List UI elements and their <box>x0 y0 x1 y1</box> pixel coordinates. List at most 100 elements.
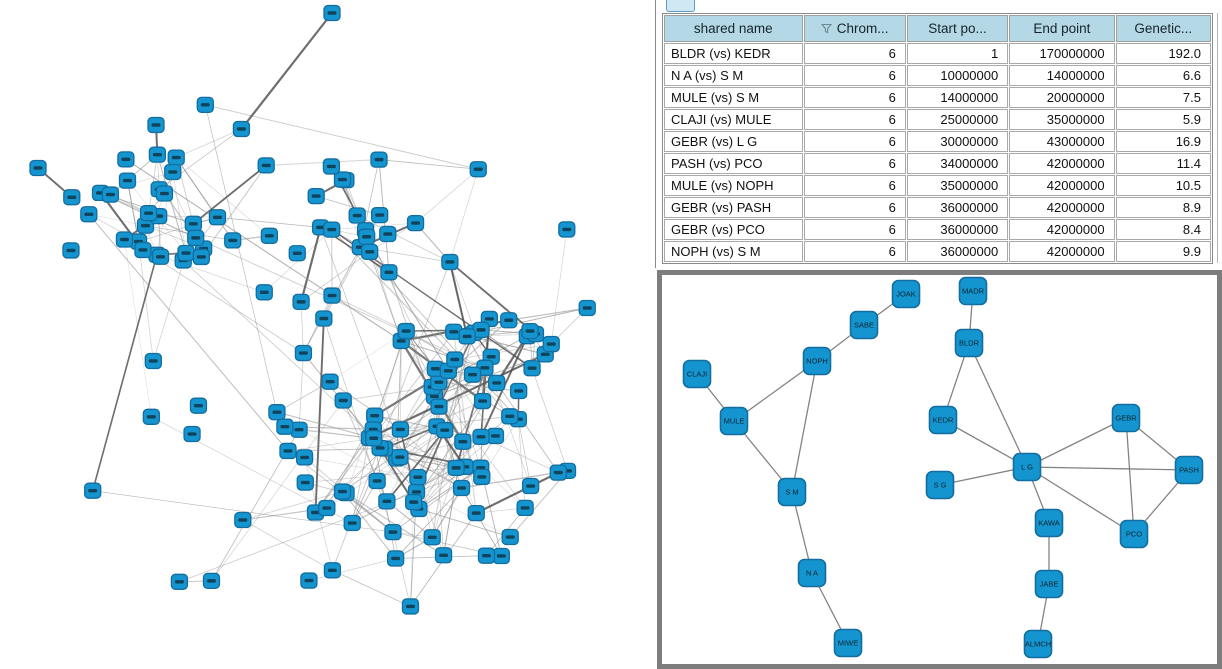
node[interactable] <box>333 171 352 188</box>
node[interactable] <box>391 421 410 438</box>
node-shape[interactable] <box>1023 629 1053 659</box>
table-cell[interactable]: 1 <box>906 43 1009 64</box>
node[interactable] <box>409 468 427 486</box>
edge-BLDR--L-G[interactable] <box>968 342 1028 468</box>
node[interactable] <box>192 248 210 266</box>
node-shape[interactable] <box>1012 452 1042 482</box>
node[interactable] <box>358 228 376 245</box>
table-cell[interactable]: 6 <box>803 153 906 174</box>
table-cell[interactable]: NOPH (vs) S M <box>664 241 803 262</box>
edge[interactable] <box>211 400 344 582</box>
node[interactable] <box>463 366 482 383</box>
node[interactable] <box>101 186 120 203</box>
node[interactable] <box>473 468 491 486</box>
node[interactable] <box>134 241 152 259</box>
edge[interactable] <box>127 180 139 242</box>
table-row[interactable]: GEBR (vs) PASH 6 36000000 42000000 8.9 <box>664 197 1211 218</box>
table-cell[interactable]: MULE (vs) NOPH <box>664 175 803 196</box>
edge[interactable] <box>369 251 402 342</box>
node[interactable] <box>423 529 441 546</box>
table-row[interactable]: BLDR (vs) KEDR 6 1 170000000 192.0 <box>664 43 1211 64</box>
edge[interactable] <box>172 171 187 254</box>
edge[interactable] <box>431 487 462 538</box>
edge[interactable] <box>480 318 491 437</box>
node[interactable] <box>322 158 341 175</box>
edge[interactable] <box>392 532 411 607</box>
node[interactable] <box>430 398 448 415</box>
node[interactable] <box>458 328 476 345</box>
table-cell[interactable]: 6 <box>803 219 906 240</box>
edge[interactable] <box>308 557 396 582</box>
table-row[interactable]: GEBR (vs) L G 6 30000000 43000000 16.9 <box>664 131 1211 152</box>
node[interactable] <box>321 373 339 390</box>
table-row[interactable]: GEBR (vs) PCO 6 36000000 42000000 8.4 <box>664 219 1211 240</box>
node[interactable] <box>183 425 201 443</box>
table-cell[interactable]: 35000000 <box>1009 109 1115 130</box>
node-PASH[interactable]: PASH <box>1174 455 1204 485</box>
node-SABE[interactable]: SABE <box>849 310 879 340</box>
node-PCO[interactable]: PCO <box>1119 519 1149 549</box>
node[interactable] <box>296 474 314 491</box>
edge[interactable] <box>400 429 462 489</box>
edge[interactable] <box>384 425 438 450</box>
node[interactable] <box>257 157 275 174</box>
table-cell[interactable]: 5.9 <box>1115 109 1211 130</box>
edge[interactable] <box>518 419 531 487</box>
node[interactable] <box>333 483 352 500</box>
node[interactable] <box>294 344 313 362</box>
edge[interactable] <box>179 467 481 583</box>
node[interactable] <box>144 352 162 370</box>
edge[interactable] <box>320 227 417 493</box>
scrolled-tab-fragment[interactable] <box>666 0 695 12</box>
edge[interactable] <box>351 437 370 524</box>
table-cell[interactable]: 6 <box>803 175 906 196</box>
edge[interactable] <box>461 416 511 489</box>
edge[interactable] <box>480 367 486 468</box>
node[interactable] <box>434 547 453 564</box>
node[interactable] <box>315 310 333 327</box>
node[interactable] <box>63 189 81 206</box>
node[interactable] <box>184 215 202 232</box>
edge[interactable] <box>376 429 445 482</box>
node-CLAJI[interactable]: CLAJI <box>682 359 712 389</box>
node[interactable] <box>397 322 415 340</box>
overview-network-panel[interactable] <box>0 0 653 669</box>
edge[interactable] <box>287 437 374 452</box>
node[interactable] <box>401 598 420 615</box>
table-cell[interactable]: 8.4 <box>1115 219 1211 240</box>
node[interactable] <box>268 404 286 421</box>
node-L-G[interactable]: L G <box>1012 452 1042 482</box>
node[interactable] <box>318 499 336 517</box>
table-cell[interactable]: N A (vs) S M <box>664 65 803 86</box>
node-shape[interactable] <box>1034 569 1064 599</box>
node[interactable] <box>196 96 214 114</box>
node[interactable] <box>232 120 251 138</box>
edge[interactable] <box>182 260 398 459</box>
node-GEBR[interactable]: GEBR <box>1111 403 1141 433</box>
edge[interactable] <box>299 429 370 439</box>
node-shape[interactable] <box>802 346 832 376</box>
node[interactable] <box>292 293 310 311</box>
table-cell[interactable]: GEBR (vs) L G <box>664 131 803 152</box>
col-header-shared-name[interactable]: shared name <box>664 15 803 42</box>
node[interactable] <box>147 116 165 134</box>
node[interactable] <box>80 206 98 223</box>
table-cell[interactable]: 8.9 <box>1115 197 1211 218</box>
table-cell[interactable]: 42000000 <box>1009 219 1115 240</box>
node[interactable] <box>501 408 519 425</box>
node[interactable] <box>115 231 134 248</box>
edge[interactable] <box>508 307 588 321</box>
node-KEDR[interactable]: KEDR <box>928 405 958 435</box>
edge[interactable] <box>396 396 435 459</box>
node[interactable] <box>371 206 389 224</box>
node[interactable] <box>323 562 342 579</box>
table-cell[interactable]: 34000000 <box>906 153 1009 174</box>
table-cell[interactable]: 6 <box>803 241 906 262</box>
node[interactable] <box>84 482 102 499</box>
node[interactable] <box>467 504 485 522</box>
table-cell[interactable]: 192.0 <box>1115 43 1211 64</box>
node[interactable] <box>148 146 167 163</box>
node-shape[interactable] <box>719 406 749 436</box>
node[interactable] <box>386 550 405 567</box>
table-row[interactable]: N A (vs) S M 6 10000000 14000000 6.6 <box>664 65 1211 86</box>
